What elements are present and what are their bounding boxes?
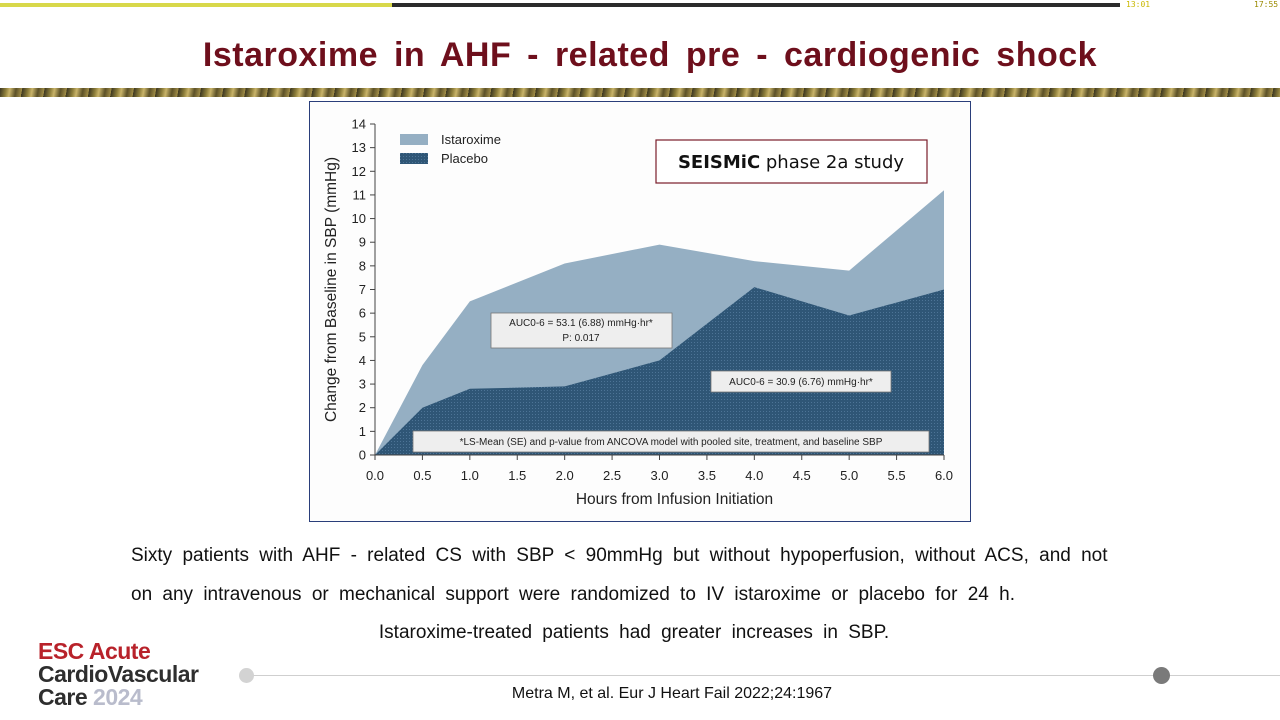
x-tick-label: 2.5 bbox=[603, 468, 621, 483]
logo-year: 2024 bbox=[93, 684, 143, 710]
study-name-box bbox=[655, 139, 928, 184]
y-tick-label: 10 bbox=[352, 211, 366, 226]
x-tick-label: 0.0 bbox=[366, 468, 384, 483]
x-axis-label: Hours from Infusion Initiation bbox=[576, 491, 773, 508]
y-tick-label: 12 bbox=[352, 164, 366, 179]
logo-line-1: ESC Acute bbox=[38, 638, 151, 664]
istaroxime-auc-box bbox=[490, 312, 673, 349]
y-tick-label: 9 bbox=[359, 235, 366, 250]
x-tick-label: 5.0 bbox=[840, 468, 858, 483]
legend-swatch-placebo bbox=[400, 153, 428, 164]
logo-care-word: Care bbox=[38, 684, 88, 710]
y-tick-label: 2 bbox=[359, 400, 366, 415]
current-time: 13:01 bbox=[1126, 0, 1151, 9]
study-name-text: SEISMiC phase 2a study bbox=[678, 152, 904, 173]
logo-line-3: Care 2024 bbox=[38, 686, 198, 709]
x-tick-label: 4.5 bbox=[793, 468, 811, 483]
y-tick-label: 4 bbox=[359, 353, 366, 368]
logo-line-2: CardioVascular bbox=[38, 661, 199, 687]
summary-line-1: Sixty patients with AHF - related CS wit… bbox=[131, 545, 1108, 566]
y-tick-label: 11 bbox=[353, 187, 367, 202]
legend-label-istaroxime: Istaroxime bbox=[441, 132, 501, 147]
citation: Metra M, et al. Eur J Heart Fail 2022;24… bbox=[511, 685, 833, 702]
placebo-area bbox=[375, 287, 944, 455]
x-tick-label: 1.0 bbox=[461, 468, 479, 483]
x-tick-label: 5.5 bbox=[888, 468, 906, 483]
summary-line-2: on any intravenous or mechanical support… bbox=[131, 584, 1015, 605]
y-tick-label: 8 bbox=[359, 258, 366, 273]
slide-nav-next-dot[interactable] bbox=[1153, 667, 1170, 684]
placebo-auc-text: AUC0-6 = 30.9 (6.76) mmHg·hr* bbox=[729, 377, 873, 388]
legend-swatch-istaroxime bbox=[400, 134, 428, 145]
legend-label-placebo: Placebo bbox=[441, 151, 488, 166]
video-player-bar: 13:01 17:55 bbox=[0, 0, 1280, 10]
y-tick-label: 6 bbox=[359, 306, 366, 321]
total-time: 17:55 bbox=[1254, 0, 1279, 9]
x-tick-label: 4.0 bbox=[745, 468, 763, 483]
footnote-text: *LS-Mean (SE) and p-value from ANCOVA mo… bbox=[460, 437, 883, 448]
y-tick-label: 3 bbox=[359, 377, 366, 392]
y-tick-label: 14 bbox=[352, 117, 366, 132]
y-tick-label: 0 bbox=[359, 448, 366, 463]
y-axis-label: Change from Baseline in SBP (mmHg) bbox=[323, 157, 340, 422]
slide-nav-line bbox=[246, 675, 1280, 676]
chart-frame: 0 1 2 3 4 5 6 7 8 9 10 11 12 13 14 0.0 0.5 1.0 1.5 2.0 2.5 3.… bbox=[309, 101, 971, 522]
x-tick-label: 3.0 bbox=[650, 468, 668, 483]
y-tick-label: 5 bbox=[359, 329, 366, 344]
x-tick-label: 0.5 bbox=[413, 468, 431, 483]
study-name-bold: SEISMiC bbox=[678, 152, 760, 173]
y-tick-label: 1 bbox=[359, 424, 366, 439]
video-progress-track[interactable] bbox=[0, 3, 1120, 7]
istaroxime-p-value: P: 0.017 bbox=[562, 333, 600, 344]
x-tick-label: 3.5 bbox=[698, 468, 716, 483]
istaroxime-auc-text: AUC0-6 = 53.1 (6.88) mmHg·hr* bbox=[509, 318, 653, 329]
slide-title: Istaroxime in AHF - related pre - cardio… bbox=[202, 36, 1098, 74]
esc-acute-cvc-logo: ESC Acute CardioVascular Care 2024 bbox=[38, 638, 199, 709]
x-tick-label: 1.5 bbox=[508, 468, 526, 483]
summary-line-3: Istaroxime-treated patients had greater … bbox=[378, 622, 890, 643]
footnote-box bbox=[412, 430, 930, 453]
x-tick-label: 2.0 bbox=[556, 468, 574, 483]
x-tick-label: 6.0 bbox=[935, 468, 953, 483]
title-decorative-stripe bbox=[0, 88, 1280, 97]
y-tick-label: 7 bbox=[359, 282, 366, 297]
study-name-rest: phase 2a study bbox=[760, 152, 904, 173]
placebo-auc-box bbox=[710, 370, 892, 393]
slide-nav-prev-dot[interactable] bbox=[239, 668, 254, 683]
video-progress-fill bbox=[0, 3, 392, 7]
y-tick-label: 13 bbox=[352, 140, 366, 155]
